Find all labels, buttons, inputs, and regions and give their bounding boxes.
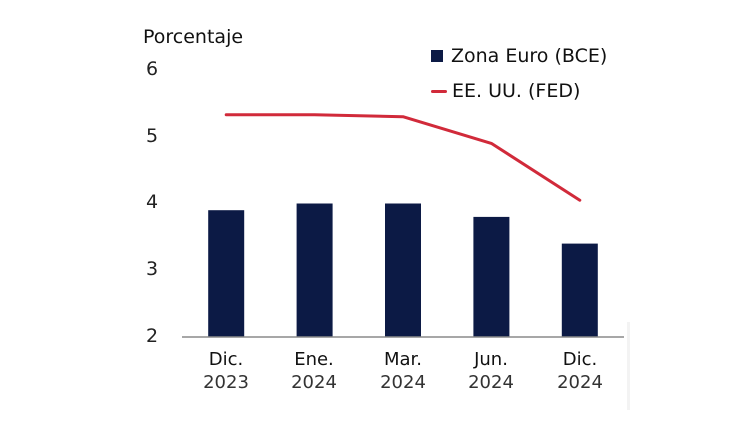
x-tick-label: Mar. 2024 bbox=[358, 348, 448, 394]
x-tick-month: Ene. bbox=[294, 349, 334, 370]
x-tick-month: Jun. bbox=[474, 349, 508, 370]
bar-bce bbox=[385, 203, 421, 337]
x-tick-month: Dic. bbox=[562, 349, 598, 370]
x-tick-year: 2024 bbox=[291, 372, 337, 393]
bar-bce bbox=[208, 210, 245, 337]
y-tick-label: 6 bbox=[146, 58, 159, 80]
edge-shade bbox=[627, 322, 630, 410]
y-tick-label: 2 bbox=[146, 325, 159, 347]
y-tick-label: 5 bbox=[146, 125, 159, 147]
bar-bce bbox=[296, 203, 333, 337]
legend-label-bce: Zona Euro (BCE) bbox=[451, 45, 608, 67]
x-tick-month: Dic. bbox=[208, 349, 244, 370]
x-tick-year: 2023 bbox=[203, 372, 249, 393]
x-tick-month: Mar. bbox=[383, 349, 423, 370]
legend-item-bce: Zona Euro (BCE) bbox=[431, 45, 607, 67]
x-tick-year: 2024 bbox=[557, 372, 603, 393]
line-fed bbox=[224, 113, 582, 202]
bar-bce bbox=[561, 243, 598, 337]
x-tick-label: Jun. 2024 bbox=[446, 348, 536, 394]
y-tick-label: 4 bbox=[146, 191, 159, 213]
x-tick-year: 2024 bbox=[468, 372, 514, 393]
y-axis-title: Porcentaje bbox=[143, 26, 244, 48]
legend-label-fed: EE. UU. (FED) bbox=[452, 80, 581, 102]
x-tick-label: Dic. 2023 bbox=[181, 348, 271, 394]
y-tick-label: 3 bbox=[146, 258, 159, 280]
x-tick-label: Dic. 2024 bbox=[535, 348, 625, 394]
x-tick-label: Ene. 2024 bbox=[269, 348, 359, 394]
x-tick-year: 2024 bbox=[380, 372, 426, 393]
bar-bce bbox=[473, 216, 510, 337]
legend-line-fed bbox=[431, 89, 447, 93]
legend-item-fed: EE. UU. (FED) bbox=[431, 80, 580, 102]
legend-swatch-bce bbox=[431, 50, 443, 62]
